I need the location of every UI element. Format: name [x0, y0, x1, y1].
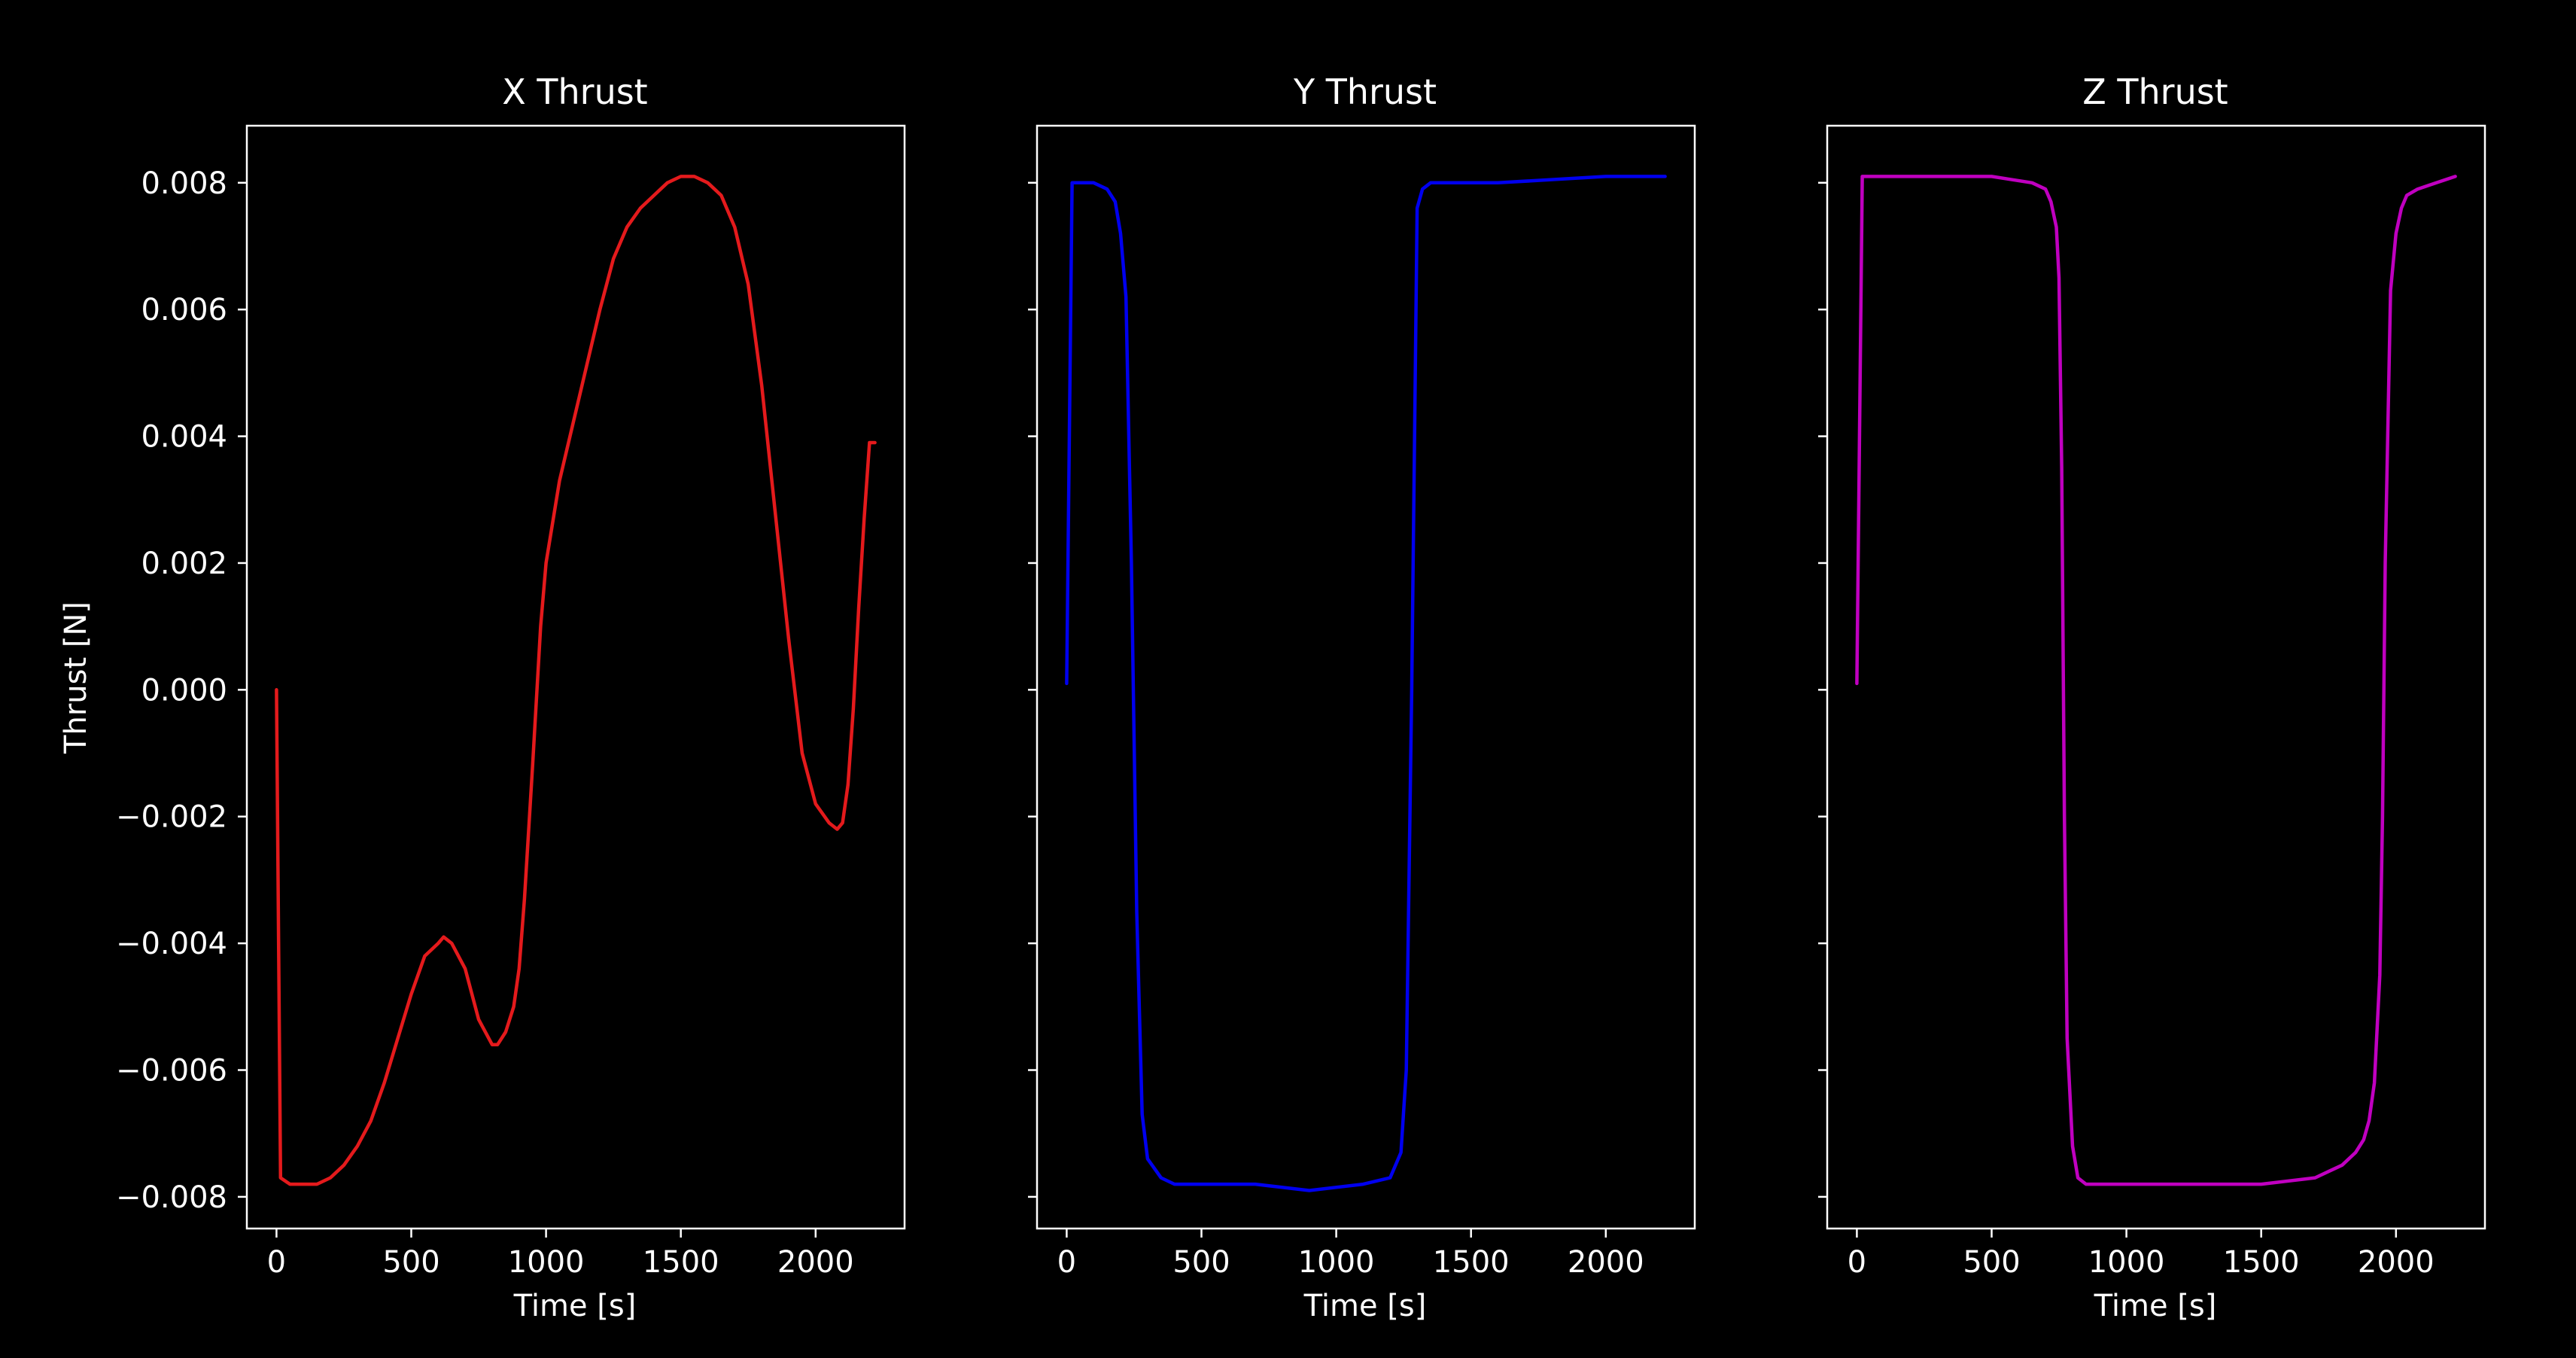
x-thrust-xlabel: Time [s]	[513, 1289, 637, 1323]
x-thrust-ytick-label: −0.006	[116, 1054, 227, 1089]
x-thrust-xtick-label: 2000	[777, 1245, 854, 1280]
z-thrust-xtick-label: 500	[1963, 1245, 2020, 1280]
z-thrust-xlabel: Time [s]	[2094, 1289, 2217, 1323]
x-thrust-series-line-0	[275, 175, 877, 1186]
x-thrust-ytick-label: 0.006	[141, 293, 227, 327]
x-thrust-ytick-label: −0.008	[116, 1180, 227, 1215]
x-thrust-ytick-label: −0.002	[116, 800, 227, 835]
x-thrust-ytick-label: 0.002	[141, 547, 227, 581]
z-thrust-plot-frame	[1826, 124, 2486, 1230]
y-thrust-series-line-0	[1065, 175, 1667, 1192]
z-thrust-title: Z Thrust	[2082, 72, 2228, 112]
x-thrust-xtick-label: 0	[267, 1245, 286, 1280]
subplot-y-thrust: Y Thrust Time [s]	[1293, 72, 1437, 1323]
y-thrust-xtick-label: 0	[1057, 1245, 1076, 1280]
y-thrust-axes: 0 500 1000 1500 2000	[1028, 124, 1696, 1280]
x-thrust-xtick-label: 1000	[508, 1245, 585, 1280]
y-thrust-xtick-label: 500	[1172, 1245, 1230, 1280]
x-thrust-ytick-label: −0.004	[116, 927, 227, 961]
y-thrust-xtick-label: 1000	[1298, 1245, 1375, 1280]
x-thrust-ytick-label: 0.004	[141, 420, 227, 455]
y-thrust-xlabel: Time [s]	[1303, 1289, 1427, 1323]
subplot-x-thrust: X Thrust Time [s] Thrust [N]	[59, 72, 648, 1323]
x-thrust-ytick-label: 0.000	[141, 673, 227, 708]
z-thrust-xtick-label: 2000	[2358, 1245, 2435, 1280]
z-thrust-series-line-0	[1855, 175, 2457, 1186]
x-thrust-plot-frame	[245, 124, 906, 1230]
x-thrust-xtick-label: 500	[382, 1245, 439, 1280]
y-thrust-plot-frame	[1036, 124, 1696, 1230]
x-thrust-xtick-label: 1500	[643, 1245, 719, 1280]
z-thrust-xtick-label: 1500	[2223, 1245, 2300, 1280]
x-thrust-ytick-label: 0.008	[141, 166, 227, 201]
z-thrust-axes: 0 500 1000 1500 2000	[1818, 124, 2486, 1280]
y-thrust-title: Y Thrust	[1293, 72, 1437, 112]
y-thrust-xtick-label: 2000	[1568, 1245, 1644, 1280]
z-thrust-xtick-label: 1000	[2088, 1245, 2165, 1280]
x-thrust-axes: 0 500 1000 1500 2000 −0.008 −0.006 −0.004 −0.002…	[116, 124, 906, 1280]
z-thrust-xtick-label: 0	[1848, 1245, 1866, 1280]
y-thrust-xtick-label: 1500	[1433, 1245, 1510, 1280]
subplot-z-thrust: Z Thrust Time [s]	[2082, 72, 2228, 1323]
x-thrust-title: X Thrust	[502, 72, 647, 112]
x-thrust-ylabel: Thrust [N]	[59, 601, 93, 754]
